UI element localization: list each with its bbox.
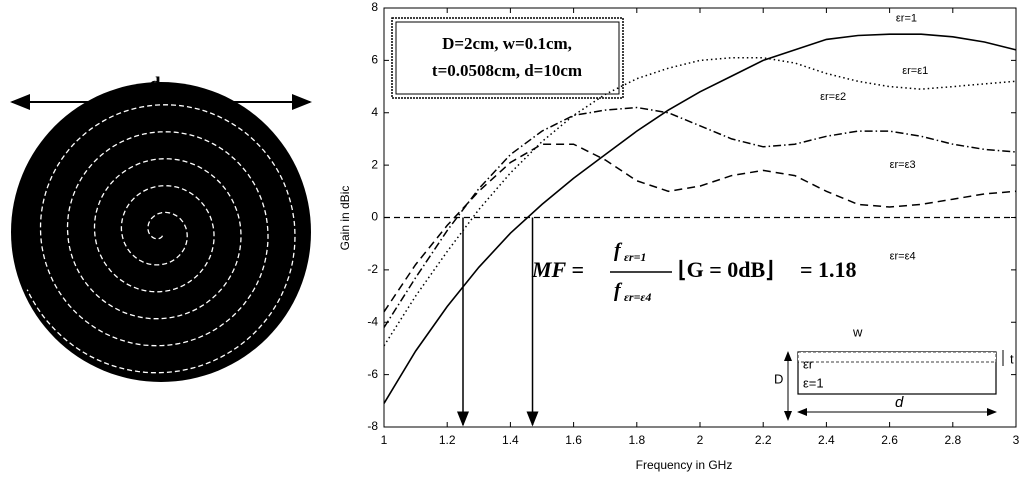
x-tick-label: 1.8 (628, 433, 645, 447)
series-line (383, 33, 1017, 404)
parameter-box (391, 17, 624, 99)
y-tick-label: -6 (367, 367, 378, 381)
curve-annotation: εr=ε2 (820, 91, 846, 103)
formula-denominator-sub: εr=ε4 (624, 290, 651, 304)
inset-label: ε=1 (803, 375, 824, 390)
y-tick-label: -8 (367, 419, 378, 433)
x-tick-label: 2 (697, 433, 704, 447)
y-axis-label: Gain in dBic (338, 186, 352, 251)
antenna-drawing: d (10, 74, 312, 382)
x-tick-label: 2.2 (755, 433, 772, 447)
formula-result: = 1.18 (800, 257, 857, 282)
x-tick-label: 3 (1013, 433, 1020, 447)
x-tick-label: 1.4 (502, 433, 519, 447)
inset-label: w (852, 324, 863, 339)
series-label: εr=ε3 (890, 159, 916, 171)
formula-denominator: f (614, 280, 623, 302)
formula-condition: ⌊G = 0dB⌋ (678, 257, 774, 282)
inset: w t D εr ε=1 d (774, 324, 1014, 421)
parameter-text: t=0.0508cm, d=10cm (432, 61, 582, 80)
inset-label: εr (803, 356, 814, 371)
y-tick-label: 6 (371, 53, 378, 67)
formula-lhs: MF = (531, 257, 584, 282)
inset-layer (797, 351, 997, 363)
x-tick-label: 2.4 (818, 433, 835, 447)
y-tick-label: 2 (371, 157, 378, 171)
spiral-arm (26, 104, 296, 374)
y-tick-label: 8 (371, 0, 378, 14)
series-line (383, 57, 1017, 347)
y-tick-label: 4 (371, 105, 378, 119)
y-tick-label: -4 (367, 314, 378, 328)
series-label: εr=1 (896, 12, 917, 24)
x-tick-label: 2.8 (944, 433, 961, 447)
x-tick-label: 2.6 (881, 433, 898, 447)
series-line (383, 143, 1017, 313)
parameter-text: D=2cm, w=0.1cm, (442, 34, 572, 53)
y-tick-label: 0 (371, 210, 378, 224)
inset-label: t (1010, 351, 1014, 366)
x-tick-label: 1.2 (439, 433, 456, 447)
parameter-box-inner (395, 21, 620, 95)
series-label: εr=ε1 (902, 65, 928, 77)
x-tick-label: 1 (381, 433, 388, 447)
formula-numerator-sub: εr=1 (624, 250, 646, 264)
formula-numerator: f (614, 240, 623, 262)
spiral-disc (11, 82, 311, 382)
x-tick-label: 1.6 (565, 433, 582, 447)
inset-label: D (774, 371, 783, 386)
series-label: εr=ε4 (890, 251, 916, 263)
y-tick-label: -2 (367, 262, 378, 276)
formula: MF = f εr=1 f εr=ε4 ⌊G = 0dB⌋ = 1.18 (531, 240, 857, 304)
x-axis-label: Frequency in GHz (636, 458, 733, 472)
series-line (383, 106, 1017, 328)
inset-label: d (895, 394, 904, 411)
